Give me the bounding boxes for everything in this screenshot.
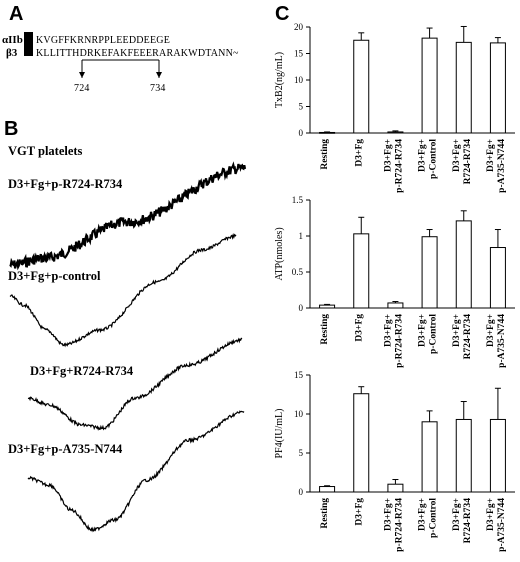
category-label: D3+Fg+p-R724-R734 (383, 314, 404, 368)
b3-sequence: KLLITTHDRKEFAKFEEERARAKWDTANN~ (36, 48, 239, 59)
y-axis-label: TxB2(ng/mL) (274, 52, 285, 108)
bar (319, 131, 336, 134)
bar (489, 42, 506, 134)
bar (489, 247, 506, 309)
y-tick-label: 15 (294, 49, 304, 59)
category-label: D3+Fg+p-R724-R734 (383, 498, 404, 552)
category-label: D3+Fg+p-Control (418, 139, 439, 179)
aggregation-trace-4 (27, 410, 245, 533)
category-label: D3+Fg+p-Control (418, 314, 439, 354)
y-axis-label: ATP(nmoles) (274, 227, 285, 280)
bar-chart-1: 0 5 10 15 20 TxB2(ng/mL) Resting D3+Fg D3+Fg+p-R… (274, 22, 515, 193)
bar-chart-2: 0 0.5 1 1.5 ATP(nmoles) Resting D3+Fg D3+Fg+p-R… (274, 195, 515, 368)
aiib-sequence: KVGFFKRNRPPLEEDDEEGE (36, 35, 170, 46)
bar (387, 302, 404, 309)
aggregation-trace-1 (9, 161, 247, 271)
category-label: Resting (320, 498, 330, 529)
y-tick-label: 0 (299, 128, 304, 138)
y-tick-label: 0 (299, 303, 304, 313)
aiib-label: αIIb (2, 34, 23, 46)
panel-b-letter: B (4, 118, 19, 140)
category-label: D3+Fg+p-A735-N744 (486, 498, 507, 552)
category-label: Resting (320, 314, 330, 345)
bar (319, 486, 336, 493)
bar (421, 236, 438, 309)
trace-label-2: D3+Fg+p-control (8, 269, 101, 283)
category-label: D3+Fg+R724-R734 (452, 314, 473, 360)
y-tick-label: 5 (299, 102, 304, 112)
category-label: D3+Fg+R724-R734 (452, 498, 473, 544)
y-tick-label: 20 (294, 22, 304, 32)
marker-734-arrow (156, 72, 162, 78)
bar (353, 393, 370, 493)
y-tick-label: 1.5 (292, 195, 304, 205)
category-label: D3+Fg (354, 139, 364, 167)
sequence-alignment: αIIb KVGFFKRNRPPLEEDDEEGE β3 KLLITTHDRKE… (2, 32, 239, 94)
y-tick-label: 10 (294, 409, 304, 419)
y-axis-label: PF4(IU/mL) (274, 409, 285, 459)
bar (353, 233, 370, 309)
marker-734-label: 734 (150, 83, 166, 94)
y-tick-label: 15 (294, 370, 304, 380)
y-tick-label: 1 (299, 231, 304, 241)
marker-724-label: 724 (74, 83, 90, 94)
b3-label: β3 (6, 47, 18, 59)
y-tick-label: 10 (294, 75, 304, 85)
bar (489, 418, 506, 493)
category-label: Resting (320, 139, 330, 170)
y-tick-label: 5 (299, 448, 304, 458)
category-label: D3+Fg+p-R724-R734 (383, 139, 404, 193)
panel-a-letter: A (9, 3, 24, 25)
y-tick-label: 0.5 (292, 267, 304, 277)
bar (387, 483, 404, 493)
category-label: D3+Fg (354, 498, 364, 526)
bar (455, 41, 472, 134)
panel-b-subtitle: VGT platelets (8, 144, 83, 158)
bar (387, 131, 404, 134)
bar (421, 37, 438, 134)
trace-label-1: D3+Fg+p-R724-R734 (8, 177, 123, 191)
category-label: D3+Fg (354, 314, 364, 342)
bar (421, 421, 438, 493)
trace-label-3: D3+Fg+R724-R734 (30, 364, 134, 378)
category-label: D3+Fg+p-A735-N744 (486, 139, 507, 193)
bar (455, 220, 472, 309)
marker-724-arrow (79, 72, 85, 78)
trace-label-4: D3+Fg+p-A735-N744 (8, 442, 123, 456)
alignment-bar (24, 32, 33, 56)
aggregation-traces: VGT platelets D3+Fg+p-R724-R734 D3+Fg+p-… (8, 144, 247, 533)
y-tick-label: 0 (299, 487, 304, 497)
aggregation-trace-3 (27, 337, 243, 431)
bar (455, 418, 472, 493)
bar (353, 39, 370, 134)
bar (319, 304, 336, 309)
panel-c-letter: C (275, 3, 290, 25)
aggregation-trace-2 (9, 232, 237, 348)
bar-chart-3: 0 5 10 15 PF4(IU/mL) Resting D3+Fg D3+Fg+p-R724… (274, 370, 515, 552)
category-label: D3+Fg+p-A735-N744 (486, 314, 507, 368)
category-label: D3+Fg+p-Control (418, 498, 439, 538)
category-label: D3+Fg+R724-R734 (452, 139, 473, 185)
